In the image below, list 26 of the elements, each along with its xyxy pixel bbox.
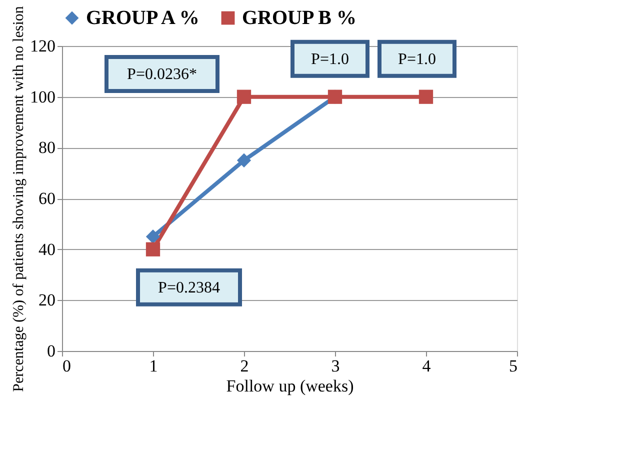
y-tick-label: 80 bbox=[38, 138, 56, 158]
annotation: P=1.0 bbox=[311, 50, 349, 68]
annotation: P=1.0 bbox=[398, 50, 436, 68]
point bbox=[146, 242, 160, 256]
legend-label: GROUP A % bbox=[86, 7, 200, 29]
x-tick-label: 5 bbox=[509, 356, 518, 376]
y-tick-label: 40 bbox=[38, 240, 56, 259]
point bbox=[236, 153, 252, 168]
point bbox=[418, 90, 434, 104]
y-tick-label: 60 bbox=[38, 189, 56, 208]
y-axis-title: Percentage (%) of patients showing improvement with no lesion bbox=[11, 6, 27, 392]
x-tick-label: 1 bbox=[149, 356, 158, 376]
point bbox=[236, 90, 252, 104]
point bbox=[146, 230, 160, 244]
y-tick-label: 20 bbox=[38, 290, 56, 310]
x-tick-label: 2 bbox=[240, 356, 249, 376]
x-axis-title: Follow up (weeks) bbox=[226, 376, 354, 396]
legend-label: GROUP B % bbox=[242, 7, 356, 29]
y-tick-label: 100 bbox=[30, 87, 56, 106]
annotation: P=0.0236* bbox=[127, 66, 197, 83]
y-tick-label: 120 bbox=[30, 36, 56, 56]
x-tick-label: 3 bbox=[331, 356, 340, 376]
x-tick-label: 4 bbox=[422, 356, 432, 376]
y-tick-label: 0 bbox=[47, 342, 56, 360]
annotation: P=0.2384 bbox=[158, 279, 220, 296]
x-tick-label: 0 bbox=[62, 356, 71, 376]
